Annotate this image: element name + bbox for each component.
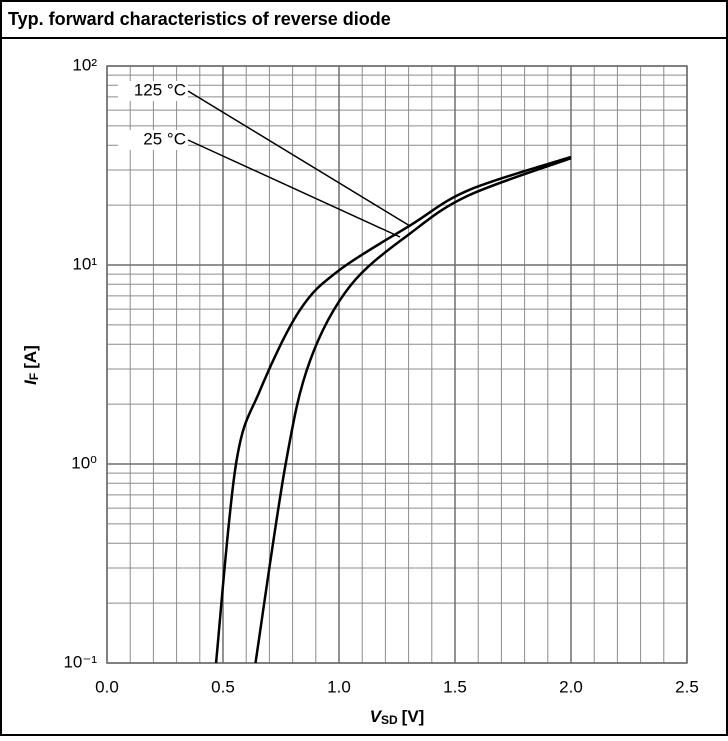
leader-line (187, 139, 401, 238)
plot: 125 °C 25 °C (118, 80, 572, 664)
annotation: 25 °C (143, 129, 186, 148)
y-tick-label: 10⁰ (71, 453, 97, 472)
curve (214, 155, 572, 664)
curve (254, 157, 572, 664)
annotation: 125 °C (134, 80, 186, 99)
x-tick-label: 0.0 (95, 677, 119, 696)
y-tick-label: 10¹ (72, 254, 97, 273)
plot-frame (106, 65, 688, 664)
x-tick-label: 1.5 (443, 677, 467, 696)
x-tick-label: 2.0 (559, 677, 583, 696)
y-label-symbol: I (21, 379, 40, 385)
y-axis-label: IF [A] (21, 345, 41, 385)
y-label-subscript: F (27, 373, 41, 380)
y-tick-label: 10² (72, 55, 97, 74)
x-label-unit: [V] (402, 707, 425, 726)
y-tick-label: 10⁻¹ (63, 652, 97, 671)
leader-line (187, 90, 411, 227)
x-tick-label: 1.0 (327, 677, 351, 696)
y-label-unit: [A] (21, 345, 40, 369)
x-tick-label: 0.5 (211, 677, 235, 696)
x-tick-label: 2.5 (675, 677, 699, 696)
annotation-bg (118, 130, 188, 150)
grid (106, 65, 688, 664)
x-axis-label: VSD [V] (370, 707, 425, 727)
annotation-bg (118, 81, 188, 101)
chart-title: Typ. forward characteristics of reverse … (8, 9, 391, 29)
x-label-subscript: SD (381, 713, 398, 727)
x-label-symbol: V (370, 707, 383, 726)
